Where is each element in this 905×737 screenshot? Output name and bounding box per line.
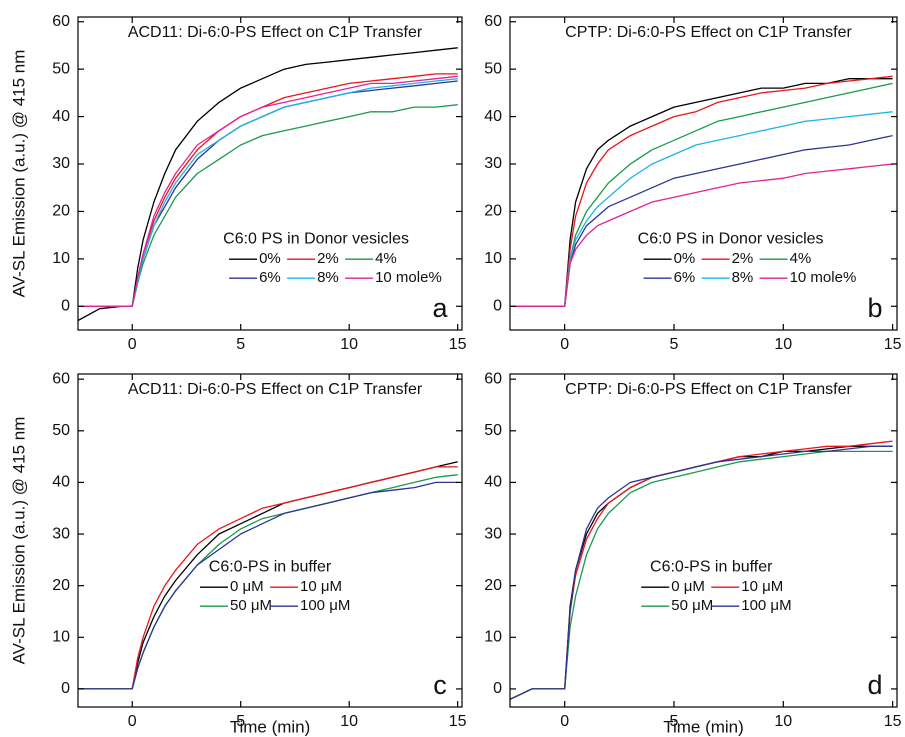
- x-tick-label: 5: [236, 713, 245, 730]
- y-tick-label: 50: [484, 422, 502, 439]
- legend-label: 4%: [375, 250, 397, 267]
- x-tick-label: 15: [449, 713, 467, 730]
- legend-label: 2%: [317, 250, 339, 267]
- y-tick-label: 30: [484, 155, 502, 172]
- legend-label: 100 μM: [300, 597, 350, 614]
- y-tick-label: 60: [52, 13, 70, 30]
- legend-label: 10 mole%: [375, 269, 442, 286]
- plot-frame: [77, 16, 463, 331]
- y-tick-label: 50: [484, 60, 502, 77]
- data-line: [78, 466, 458, 690]
- x-tick-label: 10: [340, 713, 358, 730]
- x-tick-label: 5: [670, 336, 679, 353]
- x-axis-title: Time (min): [230, 717, 311, 736]
- plot-frame: [509, 16, 898, 331]
- legend-title: C6:0-PS in buffer: [209, 558, 332, 575]
- panel-title: ACD11: Di-6:0-PS Effect on C1P Transfer: [128, 24, 423, 41]
- panel-title: CPTP: Di-6:0-PS Effect on C1P Transfer: [565, 24, 852, 41]
- y-tick-label: 40: [52, 108, 70, 125]
- x-tick-label: 0: [128, 713, 137, 730]
- data-line: [78, 47, 458, 322]
- panel: 0 10 20 30 40 50 60 0 5 10 15 CPTP: Di-6:0-PS Effec…: [484, 13, 901, 353]
- x-tick-label: 0: [128, 336, 137, 353]
- legend-label: 2%: [732, 250, 754, 267]
- y-tick-label: 40: [484, 108, 502, 125]
- plot-frame: [77, 373, 463, 708]
- y-tick-label: 20: [52, 577, 70, 594]
- panel-title: ACD11: Di-6:0-PS Effect on C1P Transfer: [128, 381, 423, 398]
- legend-label: 4%: [790, 250, 812, 267]
- legend: C6:0-PS in buffer 0 μM 10 μM 50 μM 100 μM: [641, 558, 792, 614]
- panel: 0 10 20 30 40 50 60 0 5 10 15 ACD11: Di-6:0-PS Effe…: [9, 13, 466, 353]
- legend-title: C6:0-PS in buffer: [650, 558, 773, 575]
- x-tick-label: 15: [884, 336, 902, 353]
- legend: C6:0 PS in Donor vesicles 0% 2% 4% 6% 8% 10 mo…: [223, 230, 442, 286]
- panel-label: a: [432, 293, 448, 323]
- legend-label: 10 μM: [741, 578, 783, 595]
- plot-frame: [509, 373, 898, 708]
- panel-label: d: [867, 670, 882, 700]
- y-tick-label: 20: [484, 577, 502, 594]
- y-tick-label: 60: [52, 370, 70, 387]
- legend-label: 50 μM: [671, 597, 713, 614]
- legend-label: 0 μM: [671, 578, 705, 595]
- panel-label: b: [867, 293, 882, 323]
- panel: 0 10 20 30 40 50 60 0 5 10 15 CPTP: Di-6:0-PS Effec…: [484, 370, 901, 736]
- y-tick-label: 30: [52, 155, 70, 172]
- legend-label: 0 μM: [230, 578, 264, 595]
- legend-label: 8%: [317, 269, 339, 286]
- y-tick-label: 0: [493, 680, 502, 697]
- x-tick-label: 15: [884, 713, 902, 730]
- y-axis-title: AV-SL Emission (a.u.) @ 415 nm: [9, 50, 28, 298]
- panel-label: c: [433, 670, 447, 700]
- x-axis-title: Time (min): [663, 717, 744, 736]
- data-line: [510, 445, 893, 700]
- x-tick-label: 10: [774, 336, 792, 353]
- y-tick-label: 10: [484, 250, 502, 267]
- y-tick-label: 20: [484, 203, 502, 220]
- y-tick-label: 40: [484, 474, 502, 491]
- panel-title: CPTP: Di-6:0-PS Effect on C1P Transfer: [565, 381, 852, 398]
- legend: C6:0-PS in buffer 0 μM 10 μM 50 μM 100 μM: [200, 558, 350, 614]
- y-tick-label: 50: [52, 60, 70, 77]
- legend-label: 0%: [674, 250, 696, 267]
- x-tick-label: 10: [340, 336, 358, 353]
- x-tick-label: 15: [449, 336, 467, 353]
- x-tick-label: 5: [236, 336, 245, 353]
- panel: 0 10 20 30 40 50 60 0 5 10 15 ACD11: Di-6:0-PS Effe…: [9, 370, 466, 736]
- legend-label: 6%: [259, 269, 281, 286]
- legend-label: 0%: [259, 250, 281, 267]
- y-tick-label: 0: [61, 298, 70, 315]
- legend-label: 50 μM: [230, 597, 272, 614]
- data-line: [510, 163, 893, 307]
- legend-label: 6%: [674, 269, 696, 286]
- y-tick-label: 0: [61, 680, 70, 697]
- y-tick-label: 20: [52, 203, 70, 220]
- legend-label: 10 μM: [300, 578, 342, 595]
- legend-title: C6:0 PS in Donor vesicles: [223, 230, 409, 247]
- y-tick-label: 60: [484, 370, 502, 387]
- y-tick-label: 30: [484, 525, 502, 542]
- legend-label: 10 mole%: [790, 269, 857, 286]
- y-tick-label: 10: [52, 629, 70, 646]
- x-tick-label: 10: [774, 713, 792, 730]
- y-tick-label: 40: [52, 474, 70, 491]
- y-tick-label: 30: [52, 525, 70, 542]
- y-tick-label: 60: [484, 13, 502, 30]
- x-tick-label: 0: [560, 336, 569, 353]
- y-tick-label: 50: [52, 422, 70, 439]
- data-line: [78, 75, 458, 307]
- y-tick-label: 10: [52, 250, 70, 267]
- y-tick-label: 10: [484, 629, 502, 646]
- legend: C6:0 PS in Donor vesicles 0% 2% 4% 6% 8% 10 mo…: [638, 230, 857, 286]
- x-tick-label: 5: [670, 713, 679, 730]
- y-axis-title: AV-SL Emission (a.u.) @ 415 nm: [9, 417, 28, 665]
- legend-label: 8%: [732, 269, 754, 286]
- y-tick-label: 0: [493, 298, 502, 315]
- legend-label: 100 μM: [741, 597, 791, 614]
- x-tick-label: 0: [560, 713, 569, 730]
- legend-title: C6:0 PS in Donor vesicles: [638, 230, 824, 247]
- data-line: [78, 481, 458, 690]
